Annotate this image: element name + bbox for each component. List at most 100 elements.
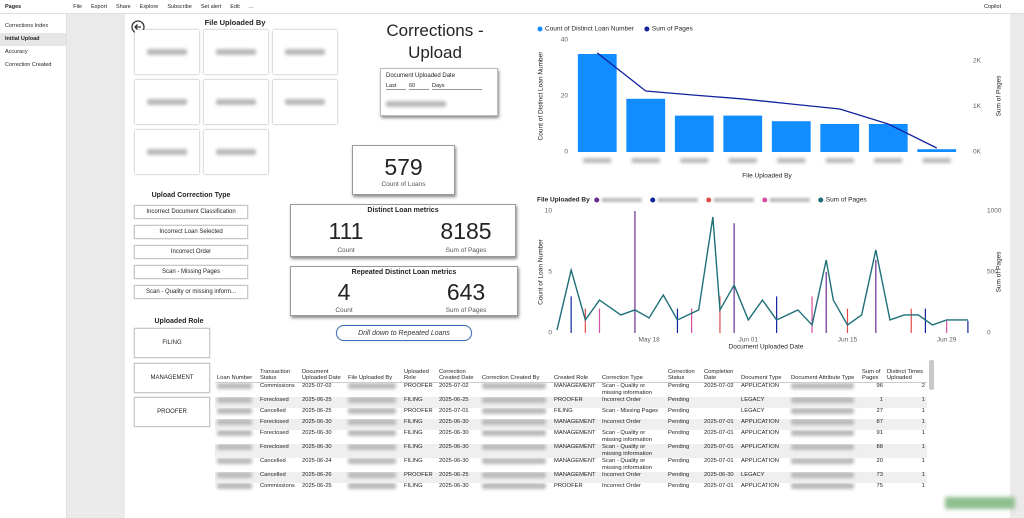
menu-item[interactable]: Share	[116, 3, 131, 10]
table-cell: FILING	[554, 407, 573, 414]
mode-dropdown[interactable]: Last	[386, 83, 406, 90]
table-cell: 2025-06-30	[437, 443, 480, 458]
blurred-category	[777, 158, 806, 163]
slicer-tile[interactable]	[204, 30, 268, 74]
table-cell: 2025-06-30	[439, 482, 469, 489]
column-header[interactable]: Correction Created Date	[437, 360, 480, 383]
column-header[interactable]: Created Role	[552, 360, 600, 383]
slicer-tile[interactable]	[135, 80, 199, 124]
table-cell: FILING	[402, 418, 437, 430]
amount-input[interactable]: 60	[409, 83, 429, 90]
blurred-text	[348, 457, 396, 464]
table-row: Foreclosed 2025-06-30 FILING 2025-06-30 MANA…	[215, 443, 927, 458]
slicer-tile[interactable]	[204, 130, 268, 174]
table-cell: APPLICATION	[741, 482, 779, 489]
table-cell: Foreclosed	[258, 396, 300, 408]
table-cell	[346, 396, 402, 408]
page-tab[interactable]: Corrections Index	[5, 23, 49, 29]
menu-item[interactable]: Edit	[230, 3, 240, 10]
table-cell	[215, 382, 258, 397]
column-header[interactable]: Loan Number	[215, 360, 258, 383]
column-header[interactable]: Document Attribute Type	[789, 360, 860, 383]
column-header[interactable]: Correction Type	[600, 360, 666, 383]
copilot-button[interactable]: Copilot	[984, 3, 1002, 10]
column-header[interactable]: Sum of Pages	[860, 360, 885, 383]
column-header[interactable]: Distinct Times Uploaded	[885, 360, 927, 383]
blurred-text	[217, 396, 252, 403]
page-tab[interactable]: Accuracy	[5, 49, 28, 55]
slicer-tile[interactable]	[273, 80, 337, 124]
column-header[interactable]: Transaction Status	[258, 360, 300, 383]
slicer-button[interactable]: Scan - Missing Pages	[134, 265, 248, 279]
blurred-legend-label	[769, 198, 810, 202]
slicer-tile[interactable]	[273, 30, 337, 74]
table-cell: PROOFER	[552, 396, 600, 408]
blurred-category	[680, 158, 709, 163]
table-cell	[215, 396, 258, 408]
table-cell	[346, 429, 402, 444]
table-cell: Commissions	[260, 382, 295, 389]
unit-dropdown[interactable]: Days	[432, 83, 482, 90]
table-cell: 75	[876, 482, 883, 489]
slicer-tile[interactable]	[135, 130, 199, 174]
bar	[723, 115, 763, 152]
table-cell: Commissions	[260, 482, 295, 489]
card-value: 111	[328, 218, 364, 244]
line-series	[596, 52, 938, 149]
slicer-tile[interactable]	[204, 80, 268, 124]
legend-label: Count of Distinct Loan Number	[545, 26, 635, 33]
slicer-button[interactable]: FILING	[134, 328, 210, 358]
slicer-button[interactable]: Incorrect Loan Selected	[134, 225, 248, 239]
menu-item[interactable]: Export	[91, 3, 107, 10]
column-header[interactable]: Correction Status	[666, 360, 702, 383]
blurred-category	[922, 158, 951, 163]
y2-tick-label: 2K	[973, 58, 982, 65]
table-cell: APPLICATION	[739, 418, 789, 430]
column-header[interactable]: Correction Created By	[480, 360, 552, 383]
slicer-button[interactable]: Incorrect Document Classification	[134, 205, 248, 219]
card-label: Sum of Pages	[445, 247, 487, 254]
blurred-text	[482, 429, 546, 436]
blurred-text	[217, 418, 252, 425]
table-cell	[215, 418, 258, 430]
table-cell: PROOFER	[404, 407, 433, 414]
menu-item[interactable]: File	[73, 3, 83, 10]
menu-item[interactable]: Explore	[139, 3, 159, 10]
column-header[interactable]: Document Uploaded Date	[300, 360, 346, 383]
table-cell	[702, 396, 739, 408]
table-row: Foreclosed 2025-06-30 FILING 2025-06-30 MANA…	[215, 429, 927, 444]
table-cell: FILING	[404, 482, 423, 489]
column-header[interactable]: Uploaded Role	[402, 360, 437, 383]
blurred-text	[147, 149, 187, 155]
column-header[interactable]: Document Type	[739, 360, 789, 383]
menu-item[interactable]: Set alert	[200, 3, 222, 10]
section-title: Upload Correction Type	[151, 192, 231, 199]
slicer-button[interactable]: Incorrect Order	[134, 245, 248, 259]
table-cell: Pending	[666, 471, 702, 483]
y2-tick-label: 0K	[973, 149, 982, 156]
column-header[interactable]: Completion Date	[702, 360, 739, 383]
table-cell	[480, 443, 552, 458]
slicer-button[interactable]: Scan - Quality or missing inform...	[134, 285, 248, 299]
y2-tick-label: 500	[987, 269, 998, 276]
table-cell: Pending	[668, 382, 690, 389]
table-cell: Cancelled	[260, 407, 286, 414]
menu-item[interactable]: Subscribe	[167, 3, 192, 10]
slicer-button[interactable]: PROOFER	[134, 397, 210, 427]
blurred-text	[482, 443, 546, 450]
table-cell: Scan - Quality or missing information	[602, 429, 652, 443]
slicer-button[interactable]: MANAGEMENT	[134, 362, 210, 393]
date-range	[386, 95, 492, 113]
column-header[interactable]: File Uploaded By	[346, 360, 402, 383]
page-tab[interactable]: Initial Upload	[0, 33, 66, 46]
y-tick-label: 40	[561, 37, 569, 44]
scrollbar[interactable]	[929, 360, 934, 390]
slicer-tile[interactable]	[135, 30, 199, 74]
combo-chart: 0 20 40 0K 1K 2K Count of Distinct Loan Number…	[533, 20, 1005, 185]
page-tab[interactable]: Correction Created	[5, 62, 52, 68]
menu-item[interactable]: ...	[248, 3, 254, 10]
drill-button[interactable]: Drill down to Repeated Loans	[336, 325, 472, 341]
table-cell	[346, 382, 402, 397]
table-cell: Incorrect Order	[600, 471, 666, 483]
table-cell	[215, 407, 258, 419]
